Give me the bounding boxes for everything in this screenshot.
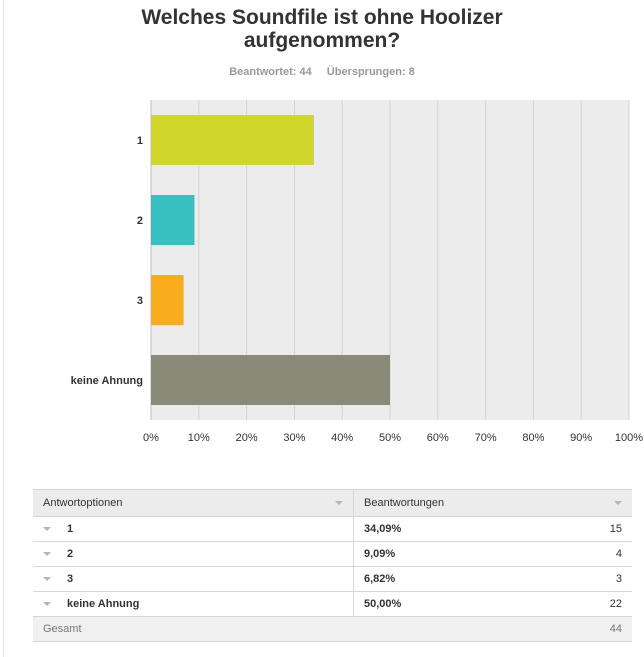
expand-arrow-icon[interactable]	[43, 602, 51, 607]
bar	[151, 355, 390, 405]
option-label: 1	[67, 523, 74, 535]
percent-cell: 6,82%	[353, 566, 533, 592]
x-tick-label: 100%	[615, 432, 643, 444]
table-header-row: Antwortoptionen Beantwortungen	[33, 489, 632, 517]
question-title-line2: aufgenommen?	[243, 29, 401, 52]
count-cell: 22	[532, 591, 632, 617]
header-responses-label: Beantwortungen	[364, 497, 445, 509]
percent-cell: 50,00%	[353, 591, 533, 617]
table-row: 1 34,09% 15	[33, 516, 632, 542]
total-row: Gesamt 44	[33, 616, 632, 642]
x-tick-label: 50%	[379, 432, 401, 444]
option-cell: 3	[33, 566, 354, 592]
results-table: Antwortoptionen Beantwortungen 1 34,09% …	[33, 489, 632, 642]
header-responses[interactable]: Beantwortungen	[353, 489, 632, 517]
total-count: 44	[532, 616, 632, 642]
option-label: keine Ahnung	[67, 598, 140, 610]
bar-chart: 0% 10% 20% 30% 40% 50% 60% 70% 80% 90% 100% 1 2 3 kein…	[71, 100, 643, 444]
category-label: 2	[137, 215, 143, 227]
table-row: 3 6,82% 3	[33, 566, 632, 592]
x-tick-label: 0%	[143, 432, 159, 444]
x-tick-label: 20%	[236, 432, 258, 444]
header-answer-options-label: Antwortoptionen	[43, 497, 123, 509]
question-title: Welches Soundfile ist ohne Hoolizer aufg…	[0, 6, 644, 52]
percent-cell: 9,09%	[353, 541, 533, 567]
x-tick-label: 70%	[475, 432, 497, 444]
x-tick-label: 30%	[283, 432, 305, 444]
option-cell: 2	[33, 541, 354, 567]
answered-count: Beantwortet: 44	[229, 66, 312, 78]
x-tick-label: 10%	[188, 432, 210, 444]
count-cell: 15	[532, 516, 632, 542]
bar	[151, 195, 195, 245]
sort-arrow-icon[interactable]	[614, 501, 622, 505]
x-tick-label: 60%	[427, 432, 449, 444]
x-tick-label: 40%	[331, 432, 353, 444]
option-label: 3	[67, 573, 74, 585]
total-label: Gesamt	[33, 616, 533, 642]
header-answer-options[interactable]: Antwortoptionen	[33, 489, 354, 517]
option-cell: 1	[33, 516, 354, 542]
x-tick-label: 90%	[570, 432, 592, 444]
expand-arrow-icon[interactable]	[43, 552, 51, 557]
skipped-count: Übersprungen: 8	[326, 66, 415, 78]
category-label: keine Ahnung	[71, 375, 143, 387]
category-label: 1	[137, 135, 143, 147]
count-cell: 3	[532, 566, 632, 592]
x-tick-label: 80%	[522, 432, 544, 444]
question-title-line1: Welches Soundfile ist ohne Hoolizer	[141, 6, 503, 29]
bar	[151, 275, 184, 325]
option-cell: keine Ahnung	[33, 591, 354, 617]
table-row: 2 9,09% 4	[33, 541, 632, 567]
table-row: keine Ahnung 50,00% 22	[33, 591, 632, 617]
option-label: 2	[67, 548, 74, 560]
category-label: 3	[137, 295, 143, 307]
bar	[151, 115, 314, 165]
expand-arrow-icon[interactable]	[43, 527, 51, 532]
response-stats: Beantwortet: 44 Übersprungen: 8	[0, 66, 644, 78]
expand-arrow-icon[interactable]	[43, 577, 51, 582]
percent-cell: 34,09%	[353, 516, 533, 542]
page-left-border	[3, 0, 4, 657]
count-cell: 4	[532, 541, 632, 567]
sort-arrow-icon[interactable]	[335, 501, 343, 505]
